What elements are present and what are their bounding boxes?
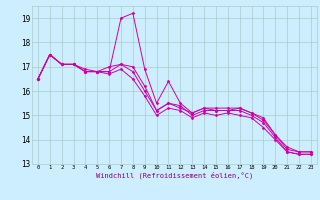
X-axis label: Windchill (Refroidissement éolien,°C): Windchill (Refroidissement éolien,°C) (96, 172, 253, 179)
